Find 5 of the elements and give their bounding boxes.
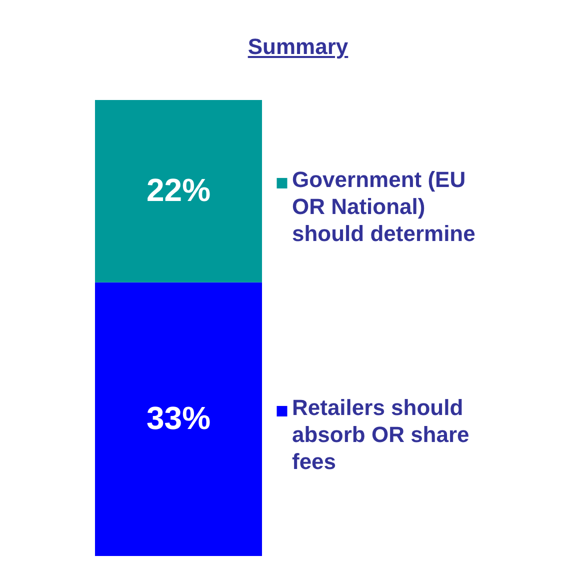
chart-title: Summary	[246, 34, 350, 60]
data-label: 22%	[146, 172, 211, 208]
legend-label: Retailers should absorb OR share fees	[292, 395, 470, 474]
data-label: 33%	[146, 400, 211, 436]
legend-label: Government (EU OR National) should determine	[292, 167, 476, 246]
